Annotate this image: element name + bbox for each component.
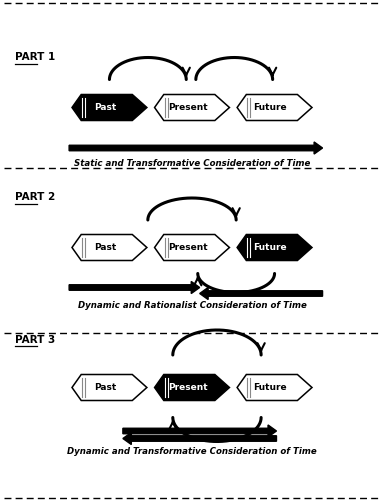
FancyArrow shape [123, 425, 276, 437]
Text: PART 1: PART 1 [15, 52, 56, 62]
Text: Static and Transformative Consideration of Time: Static and Transformative Consideration … [74, 160, 310, 168]
Polygon shape [237, 234, 312, 260]
Polygon shape [154, 234, 229, 260]
Polygon shape [72, 234, 147, 260]
Text: Present: Present [168, 383, 207, 392]
Text: Dynamic and Transformative Consideration of Time: Dynamic and Transformative Consideration… [67, 446, 317, 456]
Text: Future: Future [253, 383, 287, 392]
Text: Past: Past [94, 243, 116, 252]
Text: Present: Present [168, 243, 207, 252]
Text: Past: Past [94, 103, 116, 112]
Polygon shape [154, 374, 229, 400]
Text: Future: Future [253, 103, 287, 112]
Text: Present: Present [168, 103, 207, 112]
Text: Dynamic and Rationalist Consideration of Time: Dynamic and Rationalist Consideration of… [78, 300, 306, 310]
FancyArrow shape [69, 282, 200, 294]
FancyArrow shape [69, 142, 323, 154]
FancyArrow shape [123, 432, 276, 444]
Polygon shape [72, 374, 147, 400]
Text: PART 3: PART 3 [15, 335, 56, 345]
Polygon shape [237, 374, 312, 400]
Polygon shape [72, 94, 147, 120]
Text: Future: Future [253, 243, 287, 252]
FancyArrow shape [200, 288, 323, 300]
Polygon shape [154, 94, 229, 120]
Text: Past: Past [94, 383, 116, 392]
Text: PART 2: PART 2 [15, 192, 56, 202]
Polygon shape [237, 94, 312, 120]
